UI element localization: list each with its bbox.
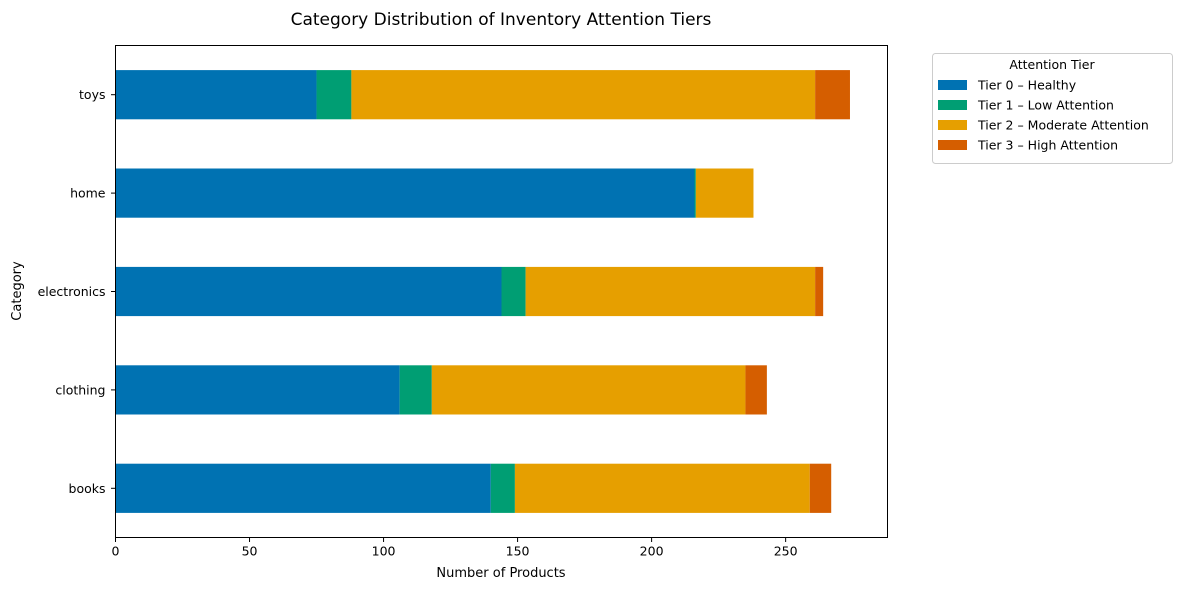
legend-label-tier-0: Tier 0 – Healthy — [977, 78, 1077, 93]
bar-clothing-tier-0 — [115, 365, 400, 415]
x-tick-label: 0 — [112, 544, 120, 559]
y-axis-label: Category — [10, 261, 25, 321]
y-tick-label-toys: toys — [79, 87, 105, 102]
legend-swatch-tier-3 — [938, 140, 967, 150]
x-tick-label: 150 — [506, 544, 530, 559]
bar-toys-tier-1 — [316, 70, 352, 120]
bar-home-tier-1 — [694, 168, 696, 218]
legend-items: Tier 0 – Healthy Tier 1 – Low Attention Ti… — [938, 78, 1149, 153]
bar-clothing-tier-1 — [399, 365, 432, 415]
y-axis-ticks: books clothing electronics home toys — [38, 87, 116, 496]
y-tick-label-books: books — [69, 481, 106, 496]
bar-clothing-tier-3 — [745, 365, 767, 415]
legend-swatch-tier-1 — [938, 100, 967, 110]
x-tick-label: 250 — [774, 544, 798, 559]
x-axis-label: Number of Products — [436, 566, 565, 581]
bar-clothing-tier-2 — [431, 365, 746, 415]
bars-layer — [115, 70, 850, 513]
legend-label-tier-3: Tier 3 – High Attention — [977, 138, 1118, 153]
bar-electronics-tier-2 — [525, 266, 816, 317]
y-tick-label-electronics: electronics — [38, 284, 106, 299]
bar-toys-tier-2 — [351, 70, 816, 120]
bar-electronics-tier-1 — [501, 266, 526, 317]
x-tick-label: 100 — [372, 544, 396, 559]
bar-books-tier-1 — [490, 463, 515, 513]
legend-label-tier-2: Tier 2 – Moderate Attention — [977, 118, 1149, 133]
legend-swatch-tier-2 — [938, 120, 967, 130]
legend-label-tier-1: Tier 1 – Low Attention — [977, 98, 1114, 113]
x-tick-label: 200 — [640, 544, 664, 559]
legend-swatch-tier-0 — [938, 80, 967, 90]
chart-title: Category Distribution of Inventory Atten… — [291, 10, 712, 30]
bar-books-tier-0 — [115, 463, 491, 513]
legend-frame — [932, 53, 1173, 164]
bar-books-tier-2 — [514, 463, 810, 513]
bar-home-tier-0 — [115, 168, 695, 218]
bar-electronics-tier-3 — [815, 266, 824, 317]
legend-title: Attention Tier — [1009, 57, 1095, 72]
bar-toys-tier-0 — [115, 70, 317, 120]
y-tick-label-clothing: clothing — [55, 382, 105, 397]
bar-books-tier-3 — [809, 463, 832, 513]
bar-electronics-tier-0 — [115, 266, 502, 317]
bar-home-tier-2 — [695, 168, 754, 218]
x-tick-label: 50 — [242, 544, 258, 559]
y-tick-label-home: home — [70, 186, 106, 201]
bar-toys-tier-3 — [815, 70, 850, 120]
x-axis-ticks: 0 50 100 150 200 250 — [112, 537, 798, 559]
legend: Attention Tier Tier 0 – Healthy Tier 1 – … — [932, 53, 1173, 164]
